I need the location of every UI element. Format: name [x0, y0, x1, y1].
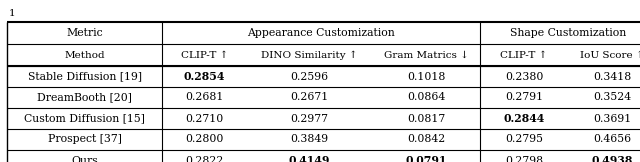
- Text: 0.2791: 0.2791: [505, 93, 543, 103]
- Text: CLIP-T ↑: CLIP-T ↑: [181, 51, 228, 59]
- Text: 0.2681: 0.2681: [186, 93, 224, 103]
- Text: 1: 1: [9, 9, 15, 18]
- Text: 0.2671: 0.2671: [291, 93, 328, 103]
- Text: 0.0864: 0.0864: [407, 93, 445, 103]
- Text: 0.0791: 0.0791: [405, 155, 447, 162]
- Text: Appearance Customization: Appearance Customization: [247, 28, 395, 38]
- Text: 0.3418: 0.3418: [593, 71, 631, 81]
- Text: Gram Matrics ↓: Gram Matrics ↓: [383, 51, 468, 59]
- Text: Shape Customization: Shape Customization: [510, 28, 626, 38]
- Text: 0.0842: 0.0842: [407, 134, 445, 145]
- Text: 0.2977: 0.2977: [291, 114, 328, 123]
- Text: 0.2854: 0.2854: [184, 71, 225, 82]
- Text: 0.2844: 0.2844: [504, 113, 545, 124]
- Text: 0.4149: 0.4149: [289, 155, 330, 162]
- Text: Method: Method: [64, 51, 105, 59]
- Text: 0.2710: 0.2710: [186, 114, 223, 123]
- Text: IoU Score ↑: IoU Score ↑: [580, 51, 640, 59]
- Text: Stable Diffusion [19]: Stable Diffusion [19]: [28, 71, 141, 81]
- Text: Custom Diffusion [15]: Custom Diffusion [15]: [24, 114, 145, 123]
- Text: DreamBooth [20]: DreamBooth [20]: [37, 93, 132, 103]
- Text: Prospect [37]: Prospect [37]: [47, 134, 122, 145]
- Text: 0.2798: 0.2798: [505, 156, 543, 162]
- Text: 0.2596: 0.2596: [291, 71, 328, 81]
- Text: 0.3691: 0.3691: [593, 114, 631, 123]
- Text: 0.1018: 0.1018: [407, 71, 445, 81]
- Text: 0.4656: 0.4656: [593, 134, 631, 145]
- Text: 0.2380: 0.2380: [505, 71, 543, 81]
- Text: 0.0817: 0.0817: [407, 114, 445, 123]
- Text: Metric: Metric: [66, 28, 103, 38]
- Text: 0.2800: 0.2800: [186, 134, 224, 145]
- Text: 0.3849: 0.3849: [291, 134, 328, 145]
- Text: Ours: Ours: [71, 156, 98, 162]
- Text: 0.4938: 0.4938: [591, 155, 633, 162]
- Text: 0.2822: 0.2822: [186, 156, 224, 162]
- Text: 0.2795: 0.2795: [505, 134, 543, 145]
- Text: DINO Similarity ↑: DINO Similarity ↑: [261, 50, 358, 60]
- Text: CLIP-T ↑: CLIP-T ↑: [500, 51, 548, 59]
- Text: 0.3524: 0.3524: [593, 93, 631, 103]
